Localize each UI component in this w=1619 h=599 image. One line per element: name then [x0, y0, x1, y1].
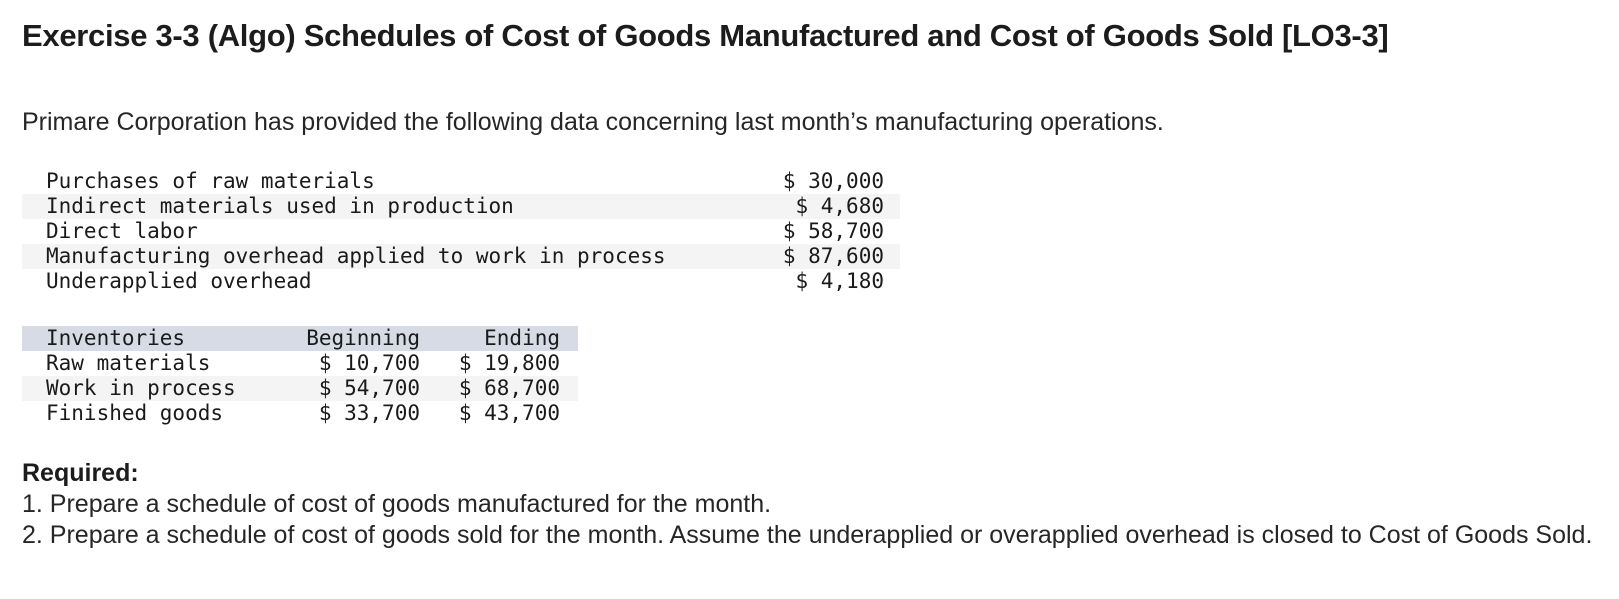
inventory-beginning: $ 33,700	[318, 401, 420, 425]
table-row: Underapplied overhead $ 4,180	[22, 269, 900, 294]
inventories-table: Inventories Beginning Ending Raw materia…	[22, 326, 578, 426]
cost-label: Underapplied overhead	[46, 269, 312, 293]
column-header-inventories: Inventories	[46, 326, 186, 350]
inventory-beginning: $ 54,700	[318, 376, 420, 400]
cost-data-table: Purchases of raw materials $ 30,000 Indi…	[22, 169, 900, 294]
table-header-row: Inventories Beginning Ending	[22, 326, 578, 351]
table-row: Manufacturing overhead applied to work i…	[22, 244, 900, 269]
cost-amount: $ 30,000	[782, 169, 884, 193]
inventory-label: Work in process	[46, 376, 236, 400]
required-item: 2. Prepare a schedule of cost of goods s…	[22, 521, 1593, 549]
inventory-beginning: $ 10,700	[318, 351, 420, 375]
table-row: Work in process $ 54,700 $ 68,700	[22, 376, 578, 401]
cost-amount: $ 4,180	[795, 269, 884, 293]
intro-text: Primare Corporation has provided the fol…	[22, 108, 1164, 136]
table-row: Indirect materials used in production $ …	[22, 194, 900, 219]
cost-amount: $ 87,600	[782, 244, 884, 268]
inventory-ending: $ 68,700	[458, 376, 560, 400]
cost-label: Manufacturing overhead applied to work i…	[46, 244, 666, 268]
inventory-ending: $ 43,700	[458, 401, 560, 425]
required-item: 1. Prepare a schedule of cost of goods m…	[22, 490, 772, 518]
inventory-label: Finished goods	[46, 401, 224, 425]
cost-label: Purchases of raw materials	[46, 169, 375, 193]
table-row: Raw materials $ 10,700 $ 19,800	[22, 351, 578, 376]
column-header-ending: Ending	[484, 326, 560, 350]
cost-label: Direct labor	[46, 219, 198, 243]
cost-label: Indirect materials used in production	[46, 194, 514, 218]
inventory-ending: $ 19,800	[458, 351, 560, 375]
exercise-title: Exercise 3-3 (Algo) Schedules of Cost of…	[22, 18, 1389, 53]
table-row: Purchases of raw materials $ 30,000	[22, 169, 900, 194]
table-row: Finished goods $ 33,700 $ 43,700	[22, 401, 578, 426]
required-heading: Required:	[22, 459, 139, 487]
inventory-label: Raw materials	[46, 351, 211, 375]
cost-amount: $ 4,680	[795, 194, 884, 218]
column-header-beginning: Beginning	[306, 326, 420, 350]
table-row: Direct labor $ 58,700	[22, 219, 900, 244]
cost-amount: $ 58,700	[782, 219, 884, 243]
required-section: Required: 1. Prepare a schedule of cost …	[22, 458, 1602, 551]
